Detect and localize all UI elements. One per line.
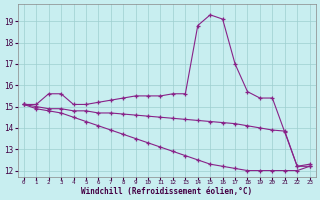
X-axis label: Windchill (Refroidissement éolien,°C): Windchill (Refroidissement éolien,°C) <box>81 187 252 196</box>
